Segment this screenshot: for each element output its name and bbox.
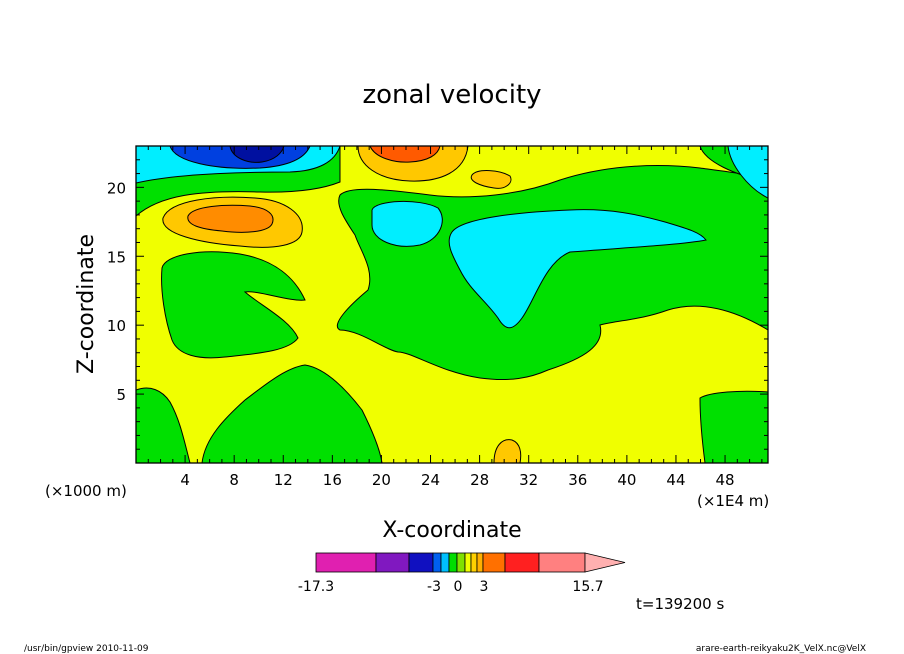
x-tick-label: 24 [421, 471, 440, 489]
x-tick-label: 28 [470, 471, 489, 489]
y-axis-label: Z-coordinate [74, 234, 99, 374]
time-label: t=139200 s [636, 595, 724, 613]
field-green-center [337, 165, 768, 381]
colorbar-labels: -17.3 -3 0 3 15.7 [298, 579, 604, 595]
field-cyan-center-left [371, 200, 443, 247]
colorbar-arrow-swatch [584, 552, 626, 573]
colorbar-swatch [470, 552, 478, 573]
x-ticks: 4 8 12 16 20 24 28 32 36 40 44 48 [147, 146, 763, 489]
y-tick-label: 10 [107, 317, 126, 335]
colorbar-swatch [432, 552, 442, 573]
footer-right: arare-earth-reikyaku2K_VelX.nc@VelX [696, 644, 866, 654]
colorbar-swatch [456, 552, 466, 573]
colorbar-label: -3 [427, 579, 441, 595]
x-axis-label: X-coordinate [382, 518, 521, 543]
colorbar-label: 3 [480, 579, 489, 595]
field-green-bottom-right [699, 390, 768, 463]
field-red-orange-top-center [369, 146, 441, 163]
x-tick-label: 48 [716, 471, 735, 489]
x-tick-label: 44 [666, 471, 685, 489]
colorbar-swatch [482, 552, 506, 573]
field-darkblue-top-left [229, 146, 285, 163]
field-darkorange-blob-top-left [187, 204, 274, 233]
colorbar [315, 552, 626, 573]
colorbar-swatch [408, 552, 434, 573]
x-tick-label: 16 [323, 471, 342, 489]
colorbar-swatch [464, 552, 472, 573]
colorbar-swatch [448, 552, 458, 573]
x-tick-label: 4 [180, 471, 190, 489]
y-ticks: 5 10 15 20 [107, 159, 768, 450]
chart-title: zonal velocity [362, 80, 541, 110]
x-tick-label: 20 [372, 471, 391, 489]
field-cyan-center [448, 209, 707, 329]
colorbar-swatch [538, 552, 586, 573]
colorbar-swatch [315, 552, 377, 573]
colorbar-label: 15.7 [572, 579, 603, 595]
field-small-orange-blob [470, 170, 512, 189]
colorbar-swatch [504, 552, 540, 573]
field-orange-bottom-small [493, 439, 522, 463]
plot-frame [135, 145, 769, 464]
x-tick-label: 8 [229, 471, 239, 489]
x-tick-label: 32 [519, 471, 538, 489]
contour-fields [136, 146, 768, 463]
x-tick-label: 12 [274, 471, 293, 489]
x-unit-note: (×1000 m) [45, 482, 127, 500]
x-scale-note: (×1E4 m) [697, 492, 769, 510]
colorbar-label: 0 [454, 579, 463, 595]
colorbar-swatch [440, 552, 450, 573]
field-green-bottom-left-edge [136, 387, 191, 463]
field-green-left-mid [161, 251, 306, 359]
colorbar-swatch [476, 552, 484, 573]
colorbar-swatch [375, 552, 410, 573]
x-tick-label: 36 [568, 471, 587, 489]
field-green-bottom-left-mid [201, 364, 383, 463]
x-tick-label: 40 [617, 471, 636, 489]
y-tick-label: 5 [116, 386, 126, 404]
y-tick-label: 15 [107, 248, 126, 266]
colorbar-label: -17.3 [298, 579, 334, 595]
footer-left: /usr/bin/gpview 2010-11-09 [24, 644, 149, 654]
y-tick-label: 20 [107, 179, 126, 197]
